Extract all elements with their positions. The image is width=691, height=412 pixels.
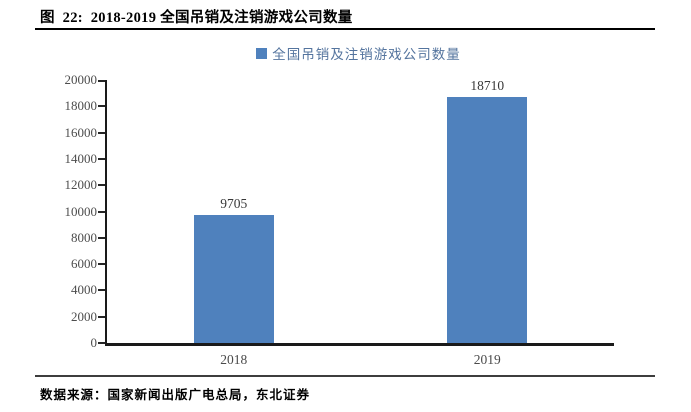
y-axis-tick-label: 2000 bbox=[71, 308, 97, 324]
y-axis-tick-mark bbox=[98, 184, 105, 187]
x-axis-tick-label: 2018 bbox=[220, 352, 248, 367]
plot-area: 0 2000 4000 6000 8000 10000 12000 14000 16000 180… bbox=[65, 72, 614, 367]
y-axis-tick-mark bbox=[98, 342, 105, 344]
bar-value-label: 18710 bbox=[470, 78, 505, 93]
y-axis-tick-mark bbox=[98, 80, 105, 82]
figure-title-row: 图 22: 2018-2019 全国吊销及注销游戏公司数量 bbox=[35, 0, 655, 30]
y-axis-tick-label: 10000 bbox=[64, 203, 98, 219]
y-axis-tick-mark bbox=[98, 131, 105, 134]
x-axis-tick-label: 2019 bbox=[473, 352, 501, 367]
y-axis-tick-label: 0 bbox=[90, 335, 98, 350]
y-axis-tick-label: 8000 bbox=[71, 229, 97, 245]
figure-title: 图 22: 2018-2019 全国吊销及注销游戏公司数量 bbox=[40, 10, 353, 26]
y-axis-tick-mark bbox=[98, 105, 105, 108]
data-source-note: 数据来源：国家新闻出版广电总局，东北证券 bbox=[40, 388, 311, 402]
y-axis-tick-mark bbox=[98, 210, 105, 213]
y-axis-tick-label: 16000 bbox=[64, 124, 98, 140]
y-axis-tick-label: 14000 bbox=[64, 150, 98, 166]
bar-2019 bbox=[447, 97, 527, 343]
bar-2018 bbox=[194, 215, 274, 343]
y-axis-tick-label: 4000 bbox=[71, 282, 97, 298]
y-axis-tick-mark bbox=[98, 263, 105, 266]
chart-legend: 全国吊销及注销游戏公司数量 bbox=[105, 45, 612, 62]
bar-value-label: 9705 bbox=[220, 196, 248, 211]
y-axis-tick-mark bbox=[98, 236, 105, 239]
y-axis-tick-mark bbox=[98, 289, 105, 292]
footer-divider bbox=[35, 375, 655, 377]
y-axis-tick-mark bbox=[98, 315, 105, 318]
y-axis-tick-label: 18000 bbox=[64, 98, 98, 114]
y-axis-tick-label: 20000 bbox=[64, 72, 98, 87]
y-axis-tick-label: 12000 bbox=[64, 177, 98, 193]
y-axis-tick-mark bbox=[98, 157, 105, 160]
y-axis-tick-label: 6000 bbox=[71, 256, 97, 272]
legend-label: 全国吊销及注销游戏公司数量 bbox=[272, 47, 461, 62]
legend-swatch-icon bbox=[256, 47, 268, 59]
